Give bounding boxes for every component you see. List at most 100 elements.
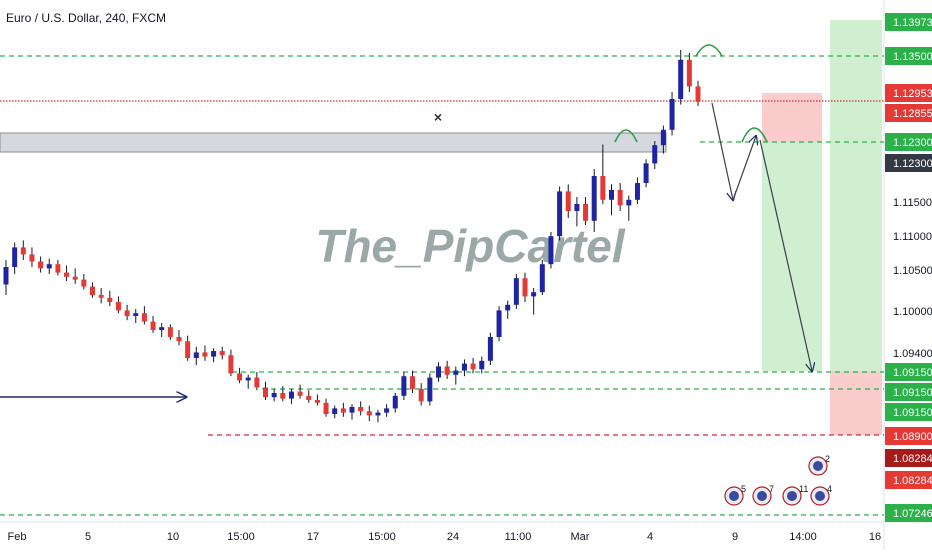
x-tick-label: 24 xyxy=(447,531,459,543)
candle xyxy=(159,323,165,337)
flag-icon-inner xyxy=(757,491,767,501)
event-badge: 2 xyxy=(808,454,830,476)
candle xyxy=(271,388,277,402)
candle-body xyxy=(72,276,78,280)
candle xyxy=(349,404,355,420)
x-tick-label: 11:00 xyxy=(505,531,532,543)
price-label: 1.11500 xyxy=(893,197,932,209)
price-label-text: 1.11000 xyxy=(893,231,932,243)
candle xyxy=(384,404,390,417)
candle xyxy=(237,367,243,384)
event-badge: 7 xyxy=(752,484,774,506)
candle xyxy=(280,386,286,402)
event-count: 11 xyxy=(799,484,808,494)
price-label-text: 1.13500 xyxy=(893,51,932,63)
price-label-bg xyxy=(885,104,932,122)
candle-body xyxy=(634,183,640,200)
candle-body xyxy=(141,313,147,322)
candle xyxy=(55,260,61,276)
event-count: 5 xyxy=(741,484,746,494)
candle xyxy=(557,186,563,241)
price-label-bg xyxy=(885,449,932,467)
candle xyxy=(20,240,26,260)
price-label-text: 1.09150 xyxy=(893,367,932,379)
candle-body xyxy=(487,337,493,361)
candle-body xyxy=(418,388,424,402)
candle xyxy=(513,274,519,309)
flag-icon-inner xyxy=(729,491,739,501)
candle-body xyxy=(314,400,320,403)
candle xyxy=(461,359,467,377)
candle xyxy=(626,195,632,221)
candle xyxy=(617,183,623,211)
price-label-text: 1.09150 xyxy=(893,407,932,419)
candle xyxy=(228,349,234,377)
price-label: 1.10000 xyxy=(893,306,932,318)
candle xyxy=(306,390,312,403)
candle-body xyxy=(652,145,658,164)
price-label-text: 1.08900 xyxy=(893,431,932,443)
candle-body xyxy=(90,286,95,295)
candle-body xyxy=(496,310,502,337)
head-arc xyxy=(695,44,723,57)
price-label-text: 1.12300 xyxy=(893,158,932,170)
candle xyxy=(410,370,416,393)
candle-body xyxy=(64,272,70,277)
price-label: 1.13500 xyxy=(885,47,932,65)
candle xyxy=(124,304,130,321)
candle xyxy=(90,282,95,298)
price-label: 1.08284 xyxy=(885,449,932,467)
candle xyxy=(444,360,450,379)
candle-body xyxy=(202,352,208,357)
price-label-bg xyxy=(885,383,932,401)
candle-body xyxy=(46,264,52,269)
candle xyxy=(141,306,147,325)
candle xyxy=(496,306,502,342)
candle xyxy=(245,374,251,389)
candle xyxy=(366,405,372,421)
candle xyxy=(323,398,329,417)
x-tick-label: Mar xyxy=(571,531,590,543)
candle-body xyxy=(600,176,606,200)
candle xyxy=(288,388,294,405)
candle xyxy=(133,309,139,323)
x-tick-label: 17 xyxy=(307,531,319,543)
x-tick-label: 15:00 xyxy=(368,531,396,543)
candle-body xyxy=(479,360,485,370)
candle-body xyxy=(20,247,26,255)
candle-body xyxy=(38,261,44,269)
candle-body xyxy=(340,408,346,413)
candle xyxy=(81,274,87,290)
chart-title: Euro / U.S. Dollar, 240, FXCM xyxy=(6,11,167,25)
candle xyxy=(392,393,398,413)
price-label-text: 1.10000 xyxy=(893,306,932,318)
candle-body xyxy=(55,264,61,273)
candle-body xyxy=(185,341,191,358)
candle xyxy=(652,141,658,169)
price-label-bg xyxy=(885,133,932,151)
price-label-text: 1.13973 xyxy=(893,17,932,29)
price-label: 1.08900 xyxy=(885,427,932,445)
candle-body xyxy=(375,412,381,416)
candle-body xyxy=(686,59,692,87)
candle-body xyxy=(643,163,649,183)
price-label-text: 1.09400 xyxy=(893,348,932,360)
projection-target-arrow xyxy=(759,139,812,371)
candle-body xyxy=(401,376,407,396)
candle-body xyxy=(617,190,623,206)
price-label: 1.12300 xyxy=(885,133,932,151)
candle-body xyxy=(444,366,450,375)
candle-body xyxy=(695,86,701,102)
candle xyxy=(686,52,692,92)
candle xyxy=(98,288,104,304)
profit-zone-right xyxy=(830,20,882,371)
x-mark: × xyxy=(434,109,442,125)
price-label: 1.10500 xyxy=(893,265,932,277)
price-label: 1.08284 xyxy=(885,471,932,489)
projection-up-arrow xyxy=(732,136,756,201)
shoulder-arc-projected xyxy=(741,127,768,143)
candle-body xyxy=(323,402,329,414)
candle-body xyxy=(124,310,130,316)
